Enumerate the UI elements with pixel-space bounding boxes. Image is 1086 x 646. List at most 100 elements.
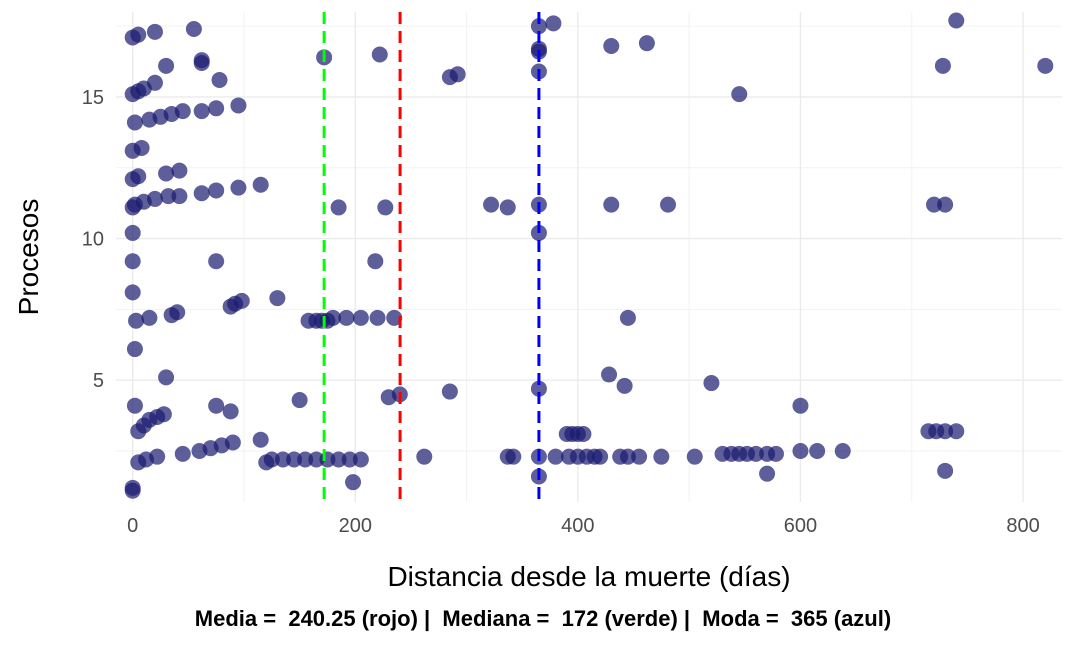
data-point [341,451,358,468]
data-point [809,443,826,460]
data-point [449,66,466,83]
data-point [530,18,547,35]
y-tick-label: 10 [82,229,104,251]
data-point [330,451,347,468]
points [124,12,1054,499]
data-point [603,196,620,213]
data-point [286,451,303,468]
data-point [208,253,225,270]
data-point [937,196,954,213]
data-point [325,309,342,326]
data-point [792,397,809,414]
y-tick-label: 15 [82,87,104,109]
data-point [345,474,362,491]
data-point [367,253,384,270]
data-point [352,309,369,326]
data-point [369,309,386,326]
data-point [169,304,186,321]
data-point [146,190,163,207]
data-point [274,451,291,468]
data-point [124,224,141,241]
data-point [703,375,720,392]
data-point [686,448,703,465]
y-axis-title: Procesos [13,199,44,316]
data-point [330,199,347,216]
x-tick-label: 0 [127,515,138,537]
scatter-chart: 0 200 400 600 800 5 10 15 Distancia desde la mu… [13,12,1062,592]
data-point [252,431,269,448]
data-point [505,448,522,465]
data-point [416,448,433,465]
data-point [377,199,394,216]
data-point [124,284,141,301]
data-point [193,103,210,120]
data-point [616,377,633,394]
x-axis-title: Distancia desde la muerte (días) [387,561,790,592]
data-point [146,74,163,91]
data-point [174,103,191,120]
data-point [601,366,618,383]
data-point [747,445,764,462]
data-point [126,341,143,358]
data-point [269,290,286,307]
data-point [547,448,564,465]
data-point [592,448,609,465]
reference-lines [322,12,541,502]
tick-labels: 0 200 400 600 800 5 10 15 [82,87,1040,537]
x-tick-label: 200 [339,515,372,537]
data-point [193,185,210,202]
data-point [185,20,202,37]
data-point [603,37,620,54]
data-point [208,100,225,117]
data-point [441,383,458,400]
data-point [308,451,325,468]
data-point [948,423,965,440]
data-point [141,309,158,326]
data-point [263,451,280,468]
data-point [386,309,403,326]
data-point [575,426,592,443]
data-point [133,139,150,156]
data-point [146,23,163,40]
data-point [158,57,175,74]
data-point [171,162,188,179]
data-point [291,392,308,409]
data-point [937,462,954,479]
data-point [158,369,175,386]
data-point [352,451,369,468]
data-point [160,188,177,205]
data-point [128,312,145,329]
data-point [208,182,225,199]
data-point [126,114,143,131]
data-point [759,465,776,482]
data-point [948,12,965,29]
data-point [371,46,388,63]
data-point [934,57,951,74]
data-point [660,196,677,213]
data-point [155,406,172,423]
data-point [530,380,547,397]
x-tick-label: 600 [784,515,817,537]
data-point [130,168,147,185]
data-point [233,292,250,309]
data-point [338,309,355,326]
data-point [545,15,562,32]
data-point [158,165,175,182]
data-point [230,97,247,114]
data-point [297,451,314,468]
data-point [222,403,239,420]
data-point [483,196,500,213]
data-point [834,443,851,460]
data-point [130,26,147,43]
data-point [638,35,655,52]
data-point [619,309,636,326]
data-point [792,443,809,460]
data-point [767,445,784,462]
data-point [499,199,516,216]
chart-caption: Media = 240.25 (rojo) | Mediana = 172 (v… [194,606,892,631]
data-point [191,443,208,460]
data-point [530,40,547,57]
data-point [653,448,670,465]
data-point [252,176,269,193]
data-point [211,71,228,88]
